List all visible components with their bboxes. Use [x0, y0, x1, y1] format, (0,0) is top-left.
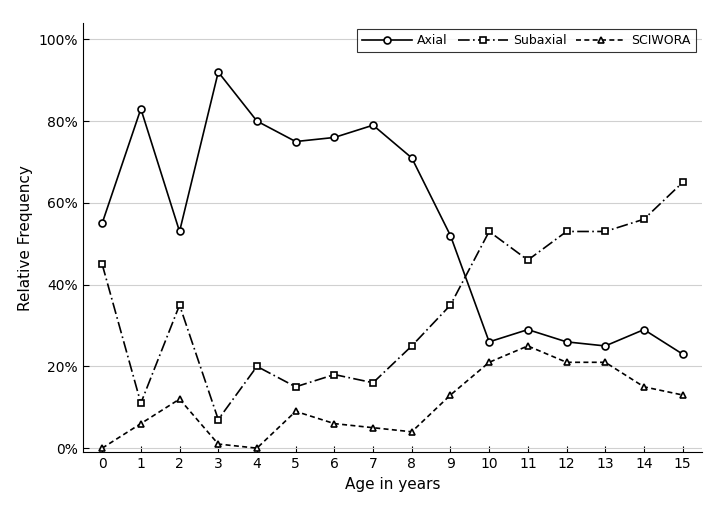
Y-axis label: Relative Frequency: Relative Frequency [18, 165, 33, 311]
Subaxial [292, 384, 300, 390]
Axial [98, 220, 107, 226]
Axial [562, 339, 571, 345]
Subaxial [253, 363, 261, 369]
SCIWORA [601, 359, 610, 365]
SCIWORA [639, 384, 648, 390]
Subaxial [639, 216, 648, 222]
SCIWORA [678, 392, 687, 398]
Axial [408, 155, 416, 161]
Subaxial [137, 400, 145, 406]
Subaxial [678, 179, 687, 185]
Subaxial [485, 228, 493, 235]
Subaxial [98, 261, 107, 267]
SCIWORA [485, 359, 493, 365]
X-axis label: Age in years: Age in years [345, 477, 440, 492]
Axial [330, 134, 338, 141]
Subaxial [214, 416, 222, 423]
Axial [137, 106, 145, 112]
Subaxial [408, 343, 416, 349]
Axial [485, 339, 493, 345]
Axial [214, 69, 222, 75]
Subaxial [369, 380, 377, 386]
SCIWORA [523, 343, 532, 349]
SCIWORA [562, 359, 571, 365]
Subaxial [446, 302, 455, 308]
Subaxial [523, 257, 532, 263]
Axial [523, 327, 532, 333]
SCIWORA [446, 392, 455, 398]
Subaxial [601, 228, 610, 235]
SCIWORA [369, 425, 377, 431]
SCIWORA [292, 408, 300, 414]
Axial [253, 118, 261, 124]
SCIWORA [408, 429, 416, 435]
SCIWORA [137, 421, 145, 427]
SCIWORA [175, 396, 184, 402]
Axial [446, 233, 455, 239]
Axial [639, 327, 648, 333]
SCIWORA [214, 441, 222, 447]
Subaxial [562, 228, 571, 235]
Axial [292, 138, 300, 145]
Line: SCIWORA: SCIWORA [99, 342, 686, 452]
Line: Subaxial: Subaxial [99, 179, 686, 423]
Subaxial [330, 371, 338, 378]
Axial [175, 228, 184, 235]
SCIWORA [98, 445, 107, 451]
Line: Axial: Axial [99, 68, 686, 358]
Axial [369, 122, 377, 128]
Subaxial [175, 302, 184, 308]
Axial [601, 343, 610, 349]
Axial [678, 351, 687, 357]
Legend: Axial, Subaxial, SCIWORA: Axial, Subaxial, SCIWORA [357, 29, 696, 52]
SCIWORA [330, 421, 338, 427]
SCIWORA [253, 445, 261, 451]
